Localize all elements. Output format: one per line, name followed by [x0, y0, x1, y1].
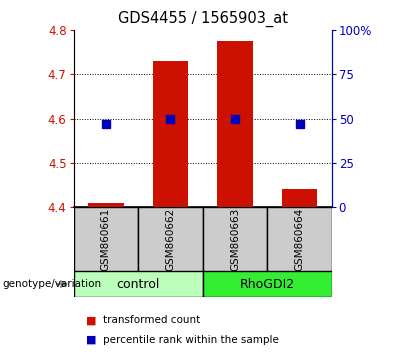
Text: genotype/variation: genotype/variation: [2, 279, 101, 289]
Title: GDS4455 / 1565903_at: GDS4455 / 1565903_at: [118, 11, 288, 27]
FancyBboxPatch shape: [203, 207, 267, 271]
FancyBboxPatch shape: [203, 271, 332, 297]
Bar: [217, 41, 253, 207]
Text: GSM860664: GSM860664: [294, 207, 304, 270]
FancyBboxPatch shape: [74, 271, 203, 297]
FancyBboxPatch shape: [138, 207, 203, 271]
Text: percentile rank within the sample: percentile rank within the sample: [103, 335, 279, 345]
Text: ■: ■: [86, 335, 97, 345]
Text: GSM860661: GSM860661: [101, 207, 111, 270]
Text: ■: ■: [86, 315, 97, 325]
FancyBboxPatch shape: [74, 207, 138, 271]
Text: control: control: [116, 278, 160, 291]
Text: GSM860663: GSM860663: [230, 207, 240, 270]
Bar: [152, 61, 188, 207]
Text: transformed count: transformed count: [103, 315, 200, 325]
FancyBboxPatch shape: [267, 207, 332, 271]
Text: RhoGDI2: RhoGDI2: [240, 278, 295, 291]
Text: GSM860662: GSM860662: [165, 207, 176, 270]
Bar: [88, 202, 123, 207]
Bar: [282, 189, 317, 207]
